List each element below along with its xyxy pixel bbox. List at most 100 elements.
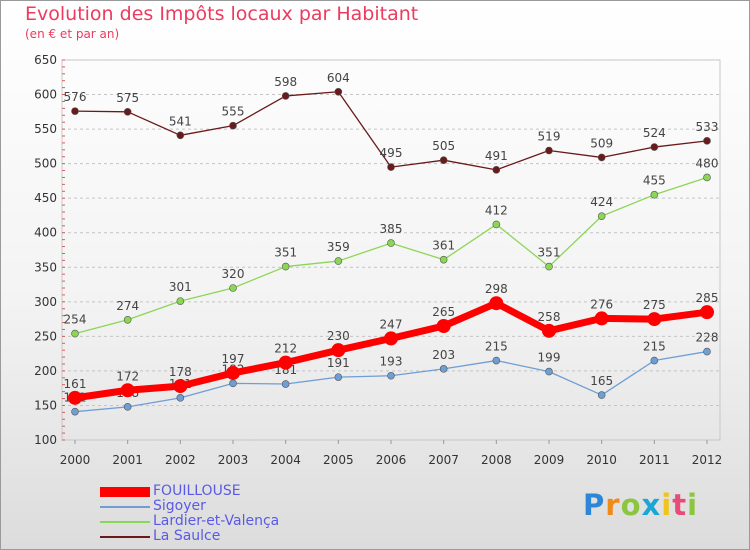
data-label: 275: [643, 298, 666, 312]
y-tick-label: 400: [34, 226, 57, 240]
x-tick-label: 2008: [481, 453, 512, 467]
data-label: 247: [380, 317, 403, 331]
data-label: 455: [643, 174, 666, 188]
data-point: [226, 365, 240, 380]
data-label: 165: [590, 374, 613, 388]
data-point: [384, 331, 398, 346]
data-label: 161: [64, 377, 87, 391]
chart-title: Evolution des Impôts locaux par Habitant: [25, 3, 419, 25]
y-tick-label: 350: [34, 260, 57, 274]
data-point: [173, 379, 188, 394]
data-point: [331, 343, 346, 358]
data-point: [439, 255, 448, 264]
data-point: [281, 92, 290, 100]
data-label: 274: [116, 299, 139, 313]
data-point: [387, 239, 395, 247]
data-label: 505: [432, 139, 455, 153]
data-point: [123, 403, 132, 411]
data-point: [650, 143, 659, 151]
data-label: 276: [590, 297, 613, 311]
data-point: [68, 390, 82, 405]
x-tick-label: 2010: [586, 453, 617, 467]
data-point: [492, 166, 501, 174]
data-point: [334, 257, 343, 265]
chart-subtitle: (en € et par an): [25, 27, 120, 41]
data-label: 254: [64, 313, 87, 327]
data-point: [492, 220, 501, 229]
data-label: 351: [274, 246, 297, 260]
data-point: [387, 163, 395, 171]
data-label: 212: [274, 342, 297, 356]
y-tick-label: 500: [34, 157, 57, 171]
data-point: [120, 383, 135, 398]
x-tick-label: 2005: [323, 453, 354, 467]
x-tick-label: 2000: [60, 453, 91, 467]
legend-swatch: [100, 521, 150, 523]
data-point: [545, 146, 553, 155]
data-point: [597, 212, 606, 220]
data-point: [71, 107, 79, 115]
data-label: 351: [538, 246, 561, 260]
data-point: [703, 347, 711, 356]
data-label: 178: [169, 365, 192, 379]
data-label: 215: [643, 340, 666, 354]
data-point: [176, 297, 185, 305]
x-tick-label: 2004: [270, 453, 301, 467]
data-label: 524: [643, 126, 666, 140]
data-point: [281, 380, 290, 388]
data-label: 480: [696, 156, 719, 170]
legend-label: Sigoyer: [153, 498, 206, 514]
proxiti-logo: Proxiti: [583, 488, 699, 522]
data-point: [703, 173, 711, 182]
data-label: 191: [327, 356, 350, 370]
x-tick-label: 2007: [428, 453, 459, 467]
y-tick-label: 200: [34, 364, 57, 378]
data-label: 285: [696, 291, 719, 305]
data-label: 491: [485, 149, 508, 163]
data-point: [439, 365, 448, 373]
y-tick-label: 450: [34, 191, 57, 205]
data-label: 604: [327, 71, 350, 85]
data-point: [594, 311, 609, 326]
x-tick-label: 2006: [376, 453, 407, 467]
legend-label: La Saulce: [153, 528, 221, 544]
data-point: [176, 394, 185, 402]
y-tick-label: 150: [34, 398, 57, 412]
data-point: [334, 373, 343, 381]
legend-swatch: [100, 487, 150, 497]
x-tick-label: 2002: [165, 453, 196, 467]
y-tick-label: 100: [34, 433, 57, 447]
legend-swatch: [100, 506, 150, 508]
data-label: 215: [485, 340, 508, 354]
data-label: 509: [590, 136, 613, 150]
data-point: [71, 407, 79, 416]
data-point: [334, 87, 343, 96]
data-point: [545, 367, 553, 376]
legend-swatch: [100, 536, 150, 538]
data-point: [647, 312, 662, 327]
legend-label: Lardier-et-Valença: [153, 513, 280, 529]
data-label: 519: [538, 130, 561, 144]
data-point: [176, 131, 185, 140]
data-point: [229, 284, 237, 292]
data-point: [71, 329, 79, 338]
y-tick-label: 300: [34, 295, 57, 309]
data-label: 412: [485, 203, 508, 217]
data-point: [545, 262, 553, 271]
x-tick-label: 2003: [218, 453, 249, 467]
data-point: [123, 108, 132, 116]
data-point: [439, 156, 448, 164]
y-tick-label: 250: [34, 329, 57, 343]
data-point: [650, 190, 659, 199]
data-label: 359: [327, 240, 350, 254]
data-label: 199: [538, 351, 561, 365]
data-point: [703, 137, 711, 145]
data-point: [700, 305, 714, 320]
data-point: [229, 379, 237, 388]
y-tick-label: 550: [34, 122, 57, 136]
data-label: 541: [169, 114, 192, 128]
x-tick-label: 2009: [534, 453, 565, 467]
data-point: [387, 371, 395, 380]
data-label: 361: [432, 239, 455, 253]
